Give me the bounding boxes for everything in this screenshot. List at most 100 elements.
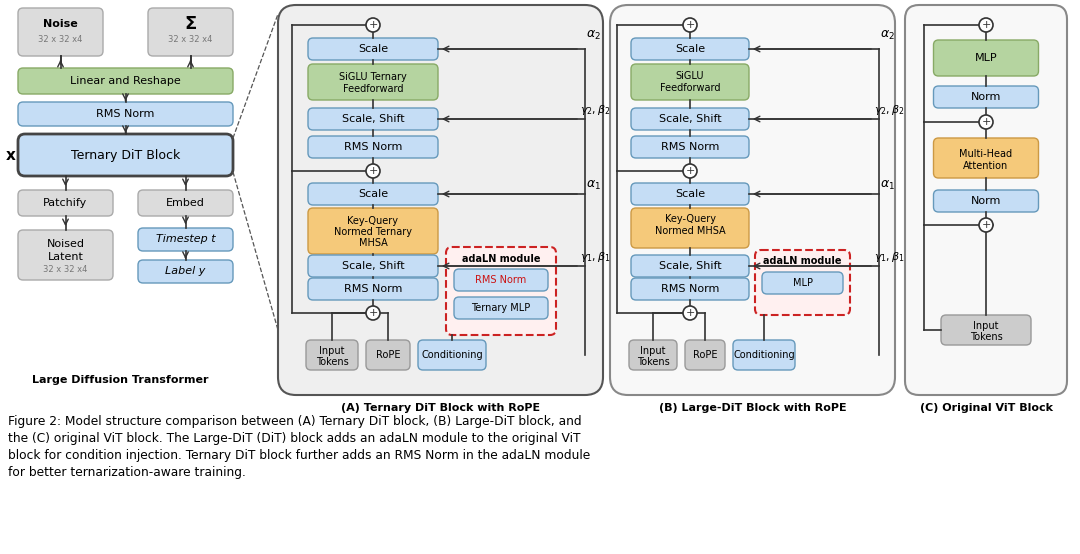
- Text: RMS Norm: RMS Norm: [661, 142, 719, 152]
- FancyBboxPatch shape: [138, 190, 233, 216]
- FancyBboxPatch shape: [18, 190, 113, 216]
- Text: Feedforward: Feedforward: [660, 83, 720, 93]
- FancyBboxPatch shape: [454, 269, 548, 291]
- Text: Scale: Scale: [357, 44, 388, 54]
- Text: +: +: [982, 117, 990, 127]
- FancyBboxPatch shape: [631, 255, 750, 277]
- Text: Noised: Noised: [46, 239, 84, 249]
- FancyBboxPatch shape: [18, 230, 113, 280]
- FancyBboxPatch shape: [631, 38, 750, 60]
- Text: +: +: [982, 20, 990, 30]
- Text: Multi-Head: Multi-Head: [959, 149, 1013, 159]
- Text: Ternary MLP: Ternary MLP: [471, 303, 530, 313]
- FancyBboxPatch shape: [306, 340, 357, 370]
- Text: Patchify: Patchify: [43, 198, 87, 208]
- FancyBboxPatch shape: [733, 340, 795, 370]
- FancyBboxPatch shape: [308, 38, 438, 60]
- Text: +: +: [686, 166, 694, 176]
- Text: SiGLU Ternary: SiGLU Ternary: [339, 72, 407, 82]
- Text: Scale, Shift: Scale, Shift: [659, 114, 721, 124]
- FancyBboxPatch shape: [308, 208, 438, 254]
- Text: Latent: Latent: [48, 252, 83, 262]
- Text: Large Diffusion Transformer: Large Diffusion Transformer: [31, 375, 208, 385]
- Circle shape: [366, 18, 380, 32]
- Circle shape: [366, 164, 380, 178]
- FancyBboxPatch shape: [18, 8, 103, 56]
- FancyBboxPatch shape: [418, 340, 486, 370]
- Text: $\alpha_1$: $\alpha_1$: [585, 178, 600, 192]
- Text: MLP: MLP: [793, 278, 812, 288]
- Text: Norm: Norm: [971, 92, 1001, 102]
- Text: Input: Input: [973, 321, 999, 331]
- Text: $\alpha_2$: $\alpha_2$: [879, 28, 894, 42]
- Text: RMS Norm: RMS Norm: [343, 284, 402, 294]
- Text: Noise: Noise: [43, 19, 78, 29]
- Text: RoPE: RoPE: [692, 350, 717, 360]
- Text: $\gamma_1, \beta_1$: $\gamma_1, \beta_1$: [580, 250, 610, 264]
- FancyBboxPatch shape: [18, 68, 233, 94]
- Text: Conditioning: Conditioning: [421, 350, 483, 360]
- Text: MLP: MLP: [974, 53, 997, 63]
- FancyBboxPatch shape: [631, 136, 750, 158]
- Text: Scale: Scale: [675, 189, 705, 199]
- FancyBboxPatch shape: [762, 272, 843, 294]
- Text: for better ternarization-aware training.: for better ternarization-aware training.: [8, 466, 246, 479]
- Text: Scale: Scale: [675, 44, 705, 54]
- Text: Σ: Σ: [185, 15, 197, 33]
- Text: Input: Input: [640, 346, 665, 356]
- Text: Normed Ternary: Normed Ternary: [334, 227, 411, 237]
- Circle shape: [683, 18, 697, 32]
- Text: block for condition injection. Ternary DiT block further adds an RMS Norm in the: block for condition injection. Ternary D…: [8, 449, 591, 462]
- Text: +: +: [686, 20, 694, 30]
- Circle shape: [978, 18, 993, 32]
- Text: Tokens: Tokens: [970, 332, 1002, 342]
- FancyBboxPatch shape: [148, 8, 233, 56]
- Text: the (C) original ViT block. The Large-DiT (DiT) block adds an adaLN module to th: the (C) original ViT block. The Large-Di…: [8, 432, 581, 445]
- Circle shape: [978, 115, 993, 129]
- FancyBboxPatch shape: [631, 208, 750, 248]
- Text: Key-Query: Key-Query: [664, 214, 715, 224]
- Text: +: +: [368, 308, 378, 318]
- Text: Key-Query: Key-Query: [348, 216, 399, 226]
- Text: RMS Norm: RMS Norm: [343, 142, 402, 152]
- Text: MHSA: MHSA: [359, 238, 388, 248]
- FancyBboxPatch shape: [685, 340, 725, 370]
- Text: +: +: [368, 166, 378, 176]
- FancyBboxPatch shape: [755, 250, 850, 315]
- Text: Embed: Embed: [166, 198, 205, 208]
- Text: Timestep t: Timestep t: [156, 234, 215, 244]
- FancyBboxPatch shape: [18, 102, 233, 126]
- Text: Norm: Norm: [971, 196, 1001, 206]
- Text: RoPE: RoPE: [376, 350, 401, 360]
- FancyBboxPatch shape: [138, 260, 233, 283]
- Text: Figure 2: Model structure comparison between (A) Ternary DiT block, (B) Large-Di: Figure 2: Model structure comparison bet…: [8, 415, 582, 428]
- Text: Attention: Attention: [963, 161, 1009, 171]
- FancyBboxPatch shape: [631, 183, 750, 205]
- Text: 32 x 32 x4: 32 x 32 x4: [43, 265, 87, 274]
- FancyBboxPatch shape: [308, 108, 438, 130]
- FancyBboxPatch shape: [446, 247, 556, 335]
- Text: (C) Original ViT Block: (C) Original ViT Block: [919, 403, 1053, 413]
- FancyBboxPatch shape: [629, 340, 677, 370]
- Text: Feedforward: Feedforward: [342, 84, 403, 94]
- FancyBboxPatch shape: [18, 134, 233, 176]
- Text: $\alpha_2$: $\alpha_2$: [585, 28, 600, 42]
- Text: Normed MHSA: Normed MHSA: [654, 226, 726, 236]
- FancyBboxPatch shape: [933, 86, 1039, 108]
- Text: Conditioning: Conditioning: [733, 350, 795, 360]
- Text: +: +: [686, 308, 694, 318]
- FancyBboxPatch shape: [308, 183, 438, 205]
- Text: Scale, Shift: Scale, Shift: [659, 261, 721, 271]
- Text: (B) Large-DiT Block with RoPE: (B) Large-DiT Block with RoPE: [659, 403, 847, 413]
- FancyBboxPatch shape: [308, 64, 438, 100]
- Text: +: +: [368, 20, 378, 30]
- Text: adaLN module: adaLN module: [764, 256, 841, 266]
- FancyBboxPatch shape: [454, 297, 548, 319]
- FancyBboxPatch shape: [610, 5, 895, 395]
- Text: $\gamma_1, \beta_1$: $\gamma_1, \beta_1$: [874, 250, 904, 264]
- Text: (A) Ternary DiT Block with RoPE: (A) Ternary DiT Block with RoPE: [341, 403, 540, 413]
- Text: $\gamma_2, \beta_2$: $\gamma_2, \beta_2$: [580, 103, 610, 117]
- Text: N x: N x: [0, 147, 16, 162]
- Text: Linear and Reshape: Linear and Reshape: [70, 76, 180, 86]
- Circle shape: [683, 164, 697, 178]
